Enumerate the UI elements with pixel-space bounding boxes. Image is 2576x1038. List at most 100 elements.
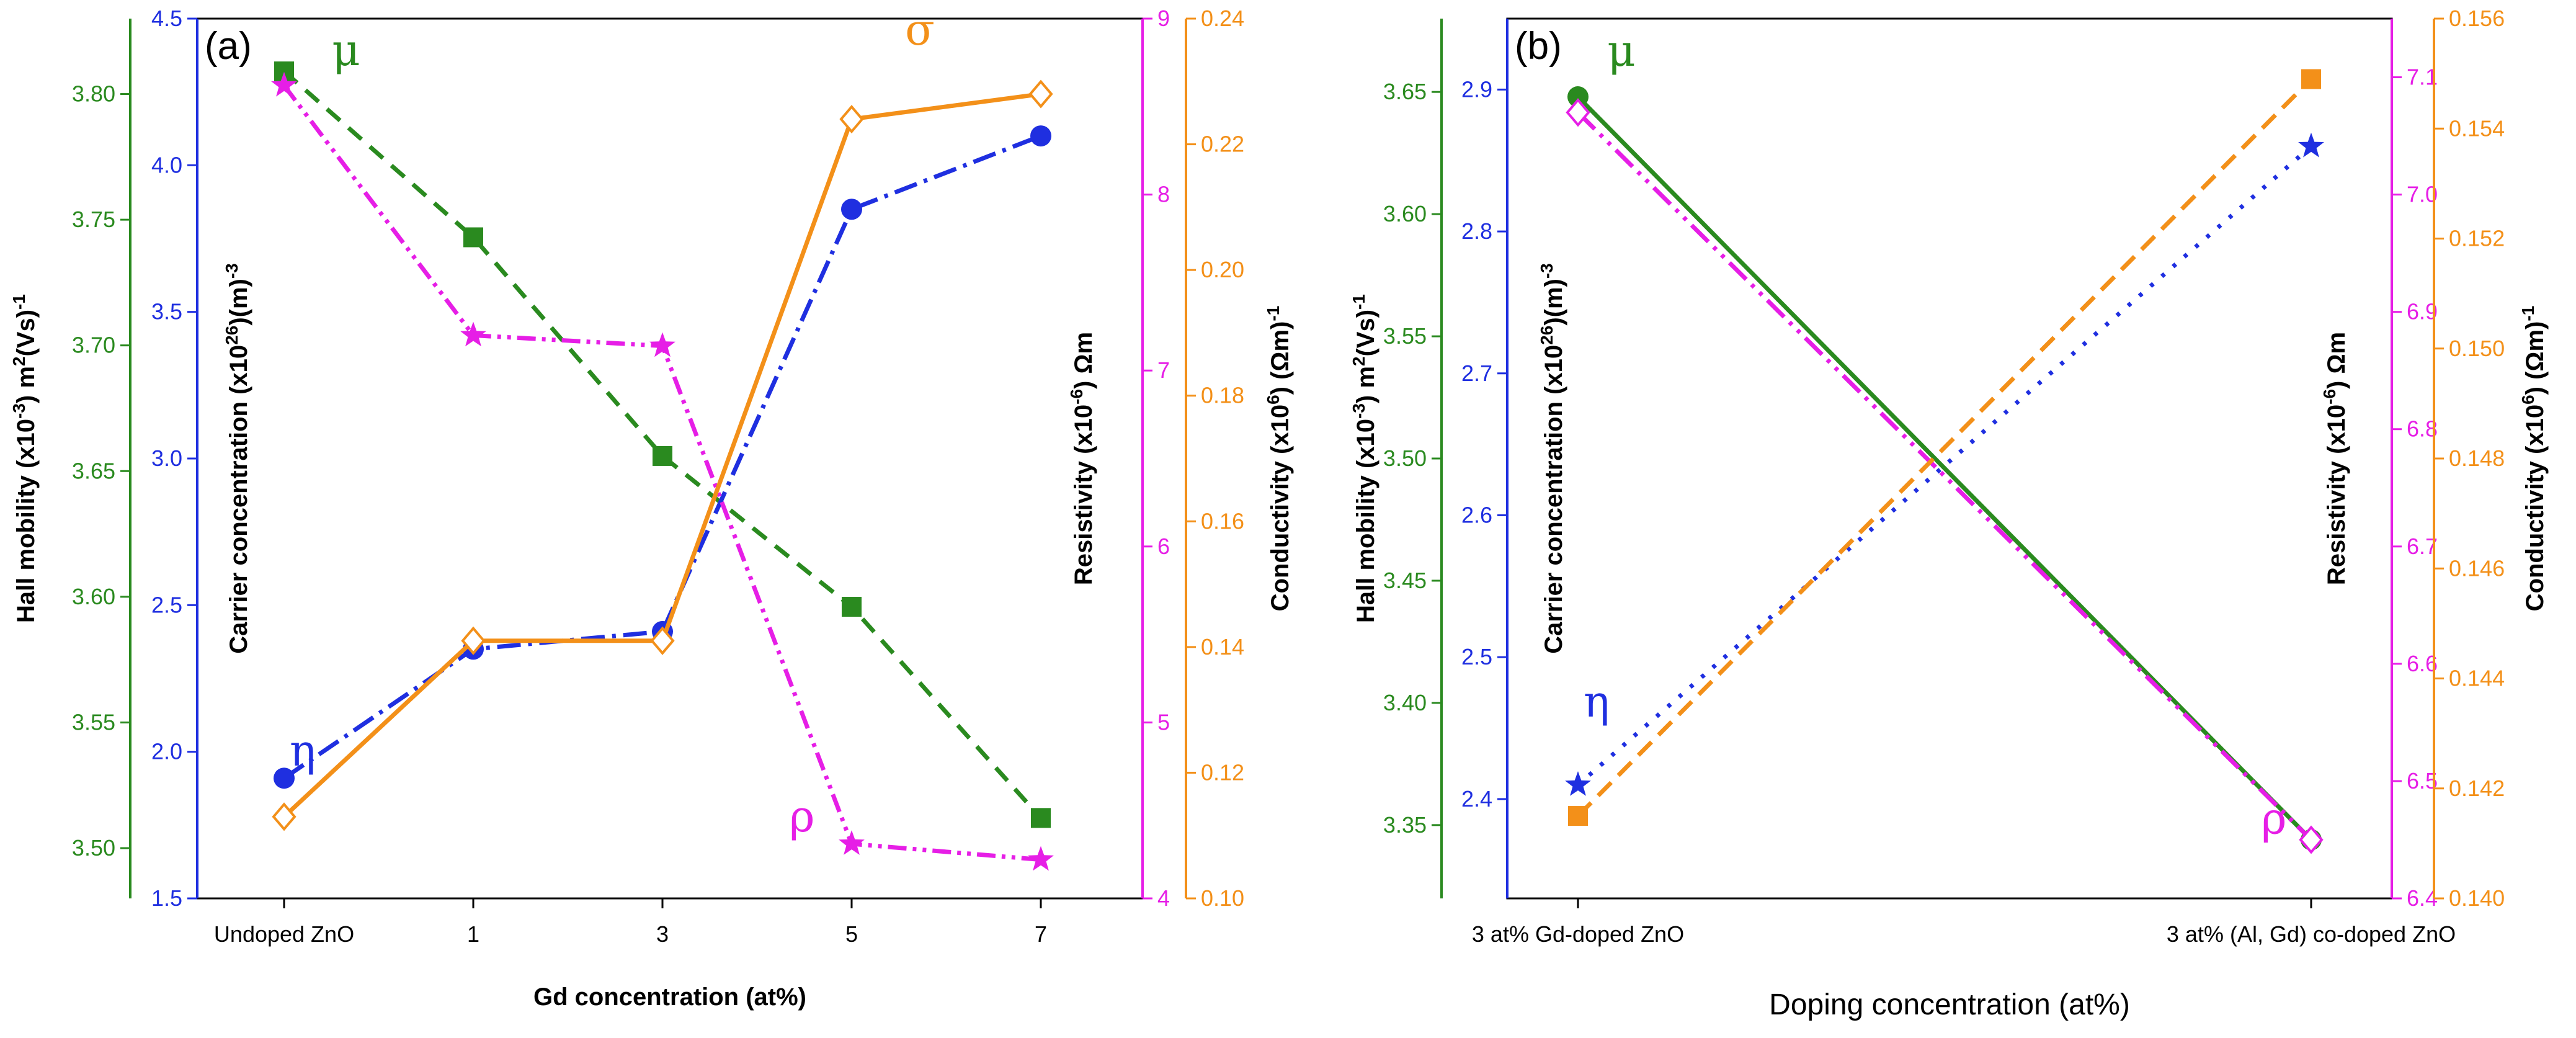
mobility-marker (842, 597, 862, 617)
conductivity-tick-label: 0.10 (1201, 885, 1244, 911)
mobility-symbol: μ (1607, 25, 1636, 76)
resistivity-line (282, 84, 1041, 862)
conductivity-tick-label: 0.156 (2449, 6, 2505, 31)
carrier-axis: 1.5 2.0 2.5 3.0 3.5 4.0 4.5 Carrier concentrati… (151, 6, 252, 911)
resistivity-tick-label: 6.5 (2407, 768, 2438, 794)
series-resistivity: ρ (1566, 98, 2324, 854)
resistivity-tick-label: 6.7 (2407, 534, 2438, 559)
mobility-tick-label: 3.55 (72, 709, 115, 735)
resistivity-tick-label: 5 (1157, 709, 1170, 735)
x-axis-label: Doping concentration (at%) (1769, 988, 2130, 1021)
carrier-tick-label: 2.8 (1461, 218, 1492, 244)
carrier-marker (1030, 125, 1051, 147)
resistivity-line (1576, 110, 2313, 841)
x-tick-label: 3 at% Gd-doped ZnO (1472, 921, 1684, 947)
resistivity-tick-label: 7.0 (2407, 182, 2438, 207)
resistivity-tick-label: 6.9 (2407, 299, 2438, 324)
mobility-axis-label: Hall mobility (x10-3) m2(Vs)-1 (1349, 294, 1380, 623)
conductivity-tick-label: 0.154 (2449, 115, 2505, 141)
panel-label: (a) (205, 25, 252, 68)
mobility-tick-label: 3.35 (1383, 812, 1427, 838)
mobility-marker (653, 445, 672, 466)
x-axis-label: Gd concentration (at%) (533, 983, 806, 1011)
resistivity-marker (460, 321, 486, 347)
carrier-marker (841, 199, 862, 220)
x-tick-label: 7 (1035, 921, 1047, 947)
carrier-tick-label: 3.0 (151, 445, 182, 471)
series-conductivity: σ (272, 4, 1053, 831)
panel-b: (b) 3.35 3.40 3.45 3.50 3.55 3.60 3.65 Hall mobi… (1349, 0, 2549, 1021)
conductivity-tick-label: 0.14 (1201, 634, 1244, 660)
mobility-tick-label: 3.75 (72, 207, 115, 232)
resistivity-tick-label: 6 (1157, 534, 1170, 559)
conductivity-tick-label: 0.142 (2449, 776, 2505, 801)
conductivity-axis: 0.140 0.142 0.144 0.146 0.148 0.150 0.152 0.154… (2433, 6, 2549, 911)
carrier-marker (274, 767, 295, 789)
conductivity-marker (1028, 79, 1053, 109)
carrier-tick-label: 2.5 (1461, 644, 1492, 669)
carrier-tick-label: 2.6 (1461, 502, 1492, 527)
carrier-tick-label: 2.4 (1461, 786, 1492, 812)
mobility-axis: 3.50 3.55 3.60 3.65 3.70 3.75 3.80 Hall mobilit… (9, 19, 131, 898)
conductivity-axis-label: Conductivity (x106) (Ωm)-1 (2518, 306, 2549, 612)
resistivity-axis-label: Resistivity (x10-6) Ωm (1067, 332, 1098, 585)
conductivity-symbol: σ (2265, 0, 2295, 9)
mobility-axis: 3.35 3.40 3.45 3.50 3.55 3.60 3.65 Hall mobilit… (1349, 19, 1443, 898)
conductivity-axis: 0.10 0.12 0.14 0.16 0.18 0.20 0.22 0.24 Conducti… (1185, 6, 1295, 911)
series-conductivity: σ (1568, 0, 2321, 826)
conductivity-axis-label: Conductivity (x106) (Ωm)-1 (1263, 306, 1295, 612)
conductivity-tick-label: 0.140 (2449, 885, 2505, 911)
conductivity-marker (2301, 69, 2321, 89)
resistivity-tick-label: 4 (1157, 885, 1170, 911)
mobility-tick-label: 3.55 (1383, 323, 1427, 349)
carrier-line (283, 133, 1042, 781)
x-tick-label: 3 at% (Al, Gd) co-doped ZnO (2167, 921, 2456, 947)
resistivity-tick-label: 8 (1157, 182, 1170, 207)
conductivity-tick-label: 0.150 (2449, 336, 2505, 361)
carrier-tick-label: 4.5 (151, 6, 182, 31)
x-tick-label: 5 (845, 921, 858, 947)
mobility-tick-label: 3.70 (72, 333, 115, 358)
resistivity-tick-label: 7 (1157, 357, 1170, 383)
resistivity-tick-label: 6.4 (2407, 885, 2438, 911)
panel-label: (b) (1515, 25, 1562, 68)
resistivity-tick-label: 6.6 (2407, 651, 2438, 676)
resistivity-symbol: ρ (2261, 793, 2286, 844)
mobility-tick-label: 3.60 (1383, 201, 1427, 226)
resistivity-marker (1028, 846, 1054, 871)
conductivity-line (1576, 78, 2313, 818)
mobility-line (282, 69, 1043, 820)
resistivity-marker (2299, 825, 2324, 854)
conductivity-tick-label: 0.148 (2449, 445, 2505, 471)
mobility-tick-label: 3.50 (72, 835, 115, 861)
carrier-axis-label: Carrier concentration (x1026)(m)-3 (1537, 263, 1568, 654)
mobility-marker (463, 227, 483, 248)
conductivity-marker (839, 104, 864, 134)
resistivity-marker (839, 830, 865, 855)
carrier-tick-label: 2.0 (151, 739, 182, 764)
x-tick-label: 1 (467, 921, 479, 947)
conductivity-marker (1568, 806, 1588, 826)
x-tick-label: 3 (656, 921, 669, 947)
series-carrier: η (1565, 132, 2324, 796)
carrier-tick-label: 3.5 (151, 299, 182, 324)
mobility-tick-label: 3.40 (1383, 690, 1427, 715)
conductivity-tick-label: 0.12 (1201, 759, 1244, 785)
conductivity-tick-label: 0.152 (2449, 226, 2505, 251)
mobility-tick-label: 3.50 (1383, 445, 1427, 471)
series-mobility: μ (1567, 25, 2322, 851)
conductivity-marker (461, 626, 486, 655)
series-resistivity: ρ (271, 71, 1054, 871)
carrier-tick-label: 2.9 (1461, 76, 1492, 102)
mobility-marker (1031, 808, 1051, 828)
resistivity-axis: 6.4 6.5 6.6 6.7 6.8 6.9 7.0 7.1 Resistivity (x10… (2320, 19, 2438, 911)
mobility-tick-label: 3.65 (72, 458, 115, 483)
conductivity-marker (272, 802, 296, 831)
x-tick-label: Undoped ZnO (214, 921, 354, 947)
conductivity-tick-label: 0.20 (1201, 257, 1244, 282)
carrier-axis-label: Carrier concentration (x1026)(m)-3 (222, 263, 253, 654)
resistivity-marker (1566, 98, 1590, 127)
mobility-symbol: μ (332, 25, 360, 76)
